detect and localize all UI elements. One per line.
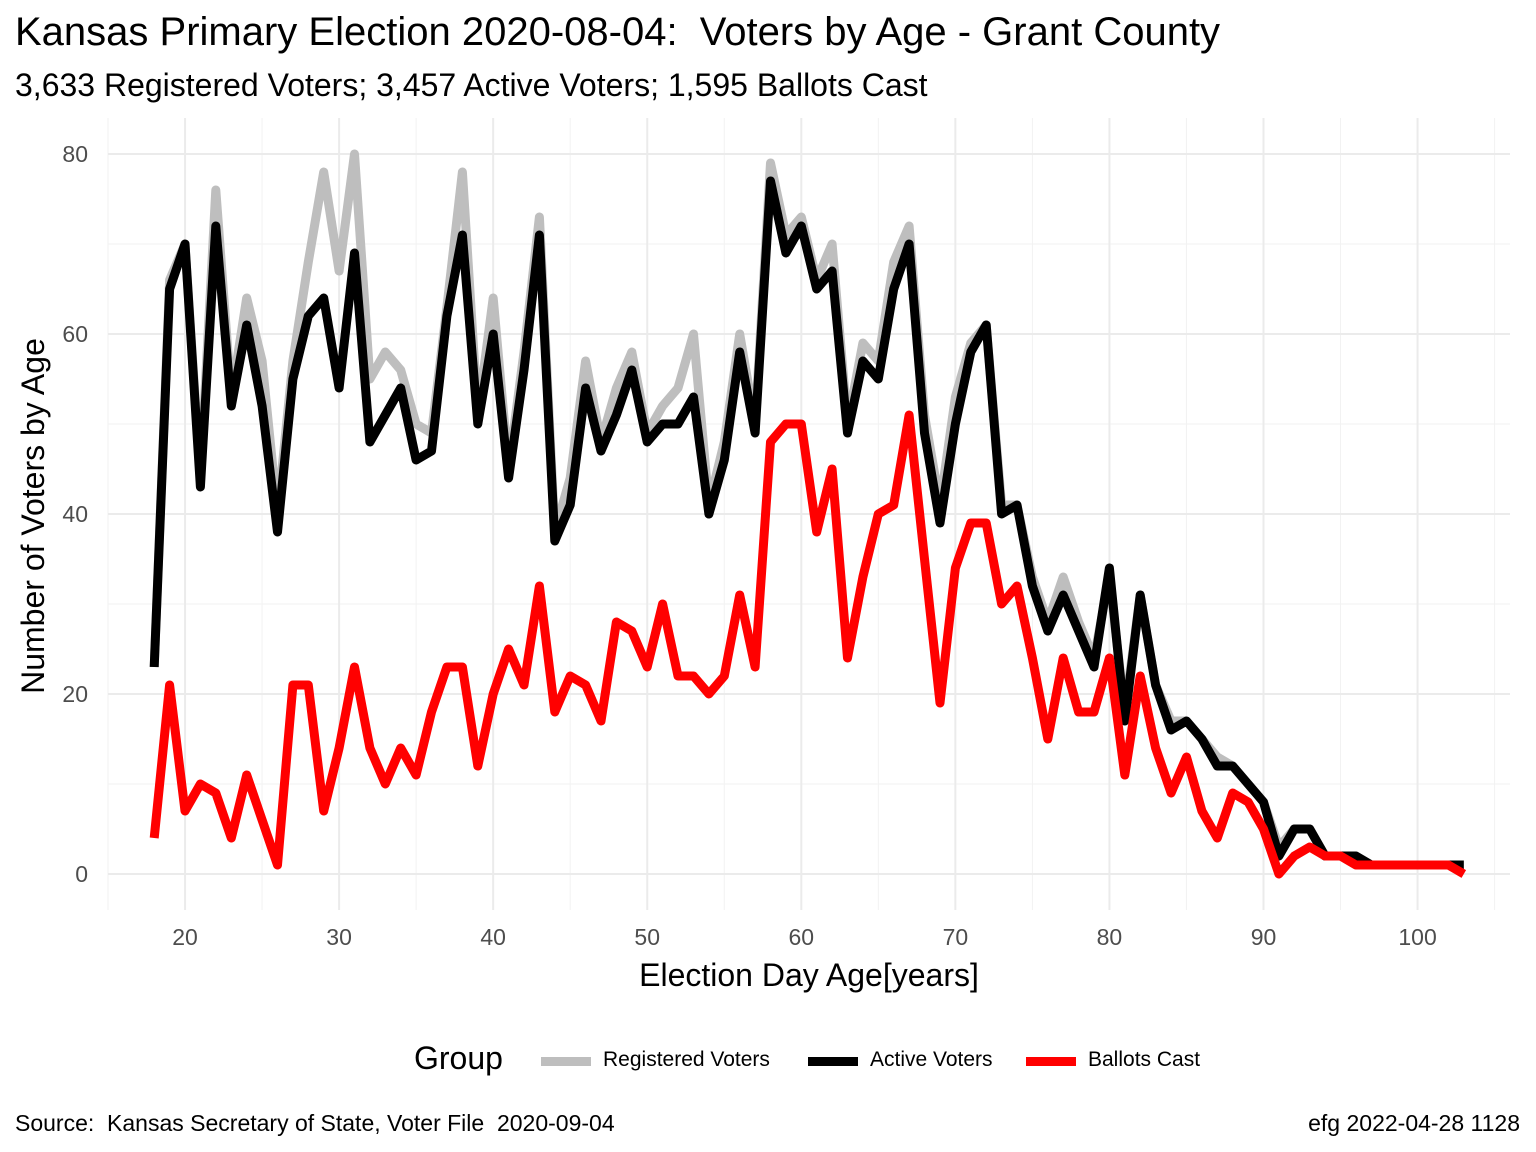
x-tick-label: 20 <box>172 924 198 950</box>
x-tick-label: 70 <box>943 924 969 950</box>
legend-label-active-voters: Active Voters <box>870 1048 993 1071</box>
legend-swatch-ballots-cast <box>1026 1057 1076 1066</box>
y-axis-ticks: 0 20 40 60 80 <box>62 141 88 887</box>
y-tick-label: 40 <box>62 501 88 527</box>
y-tick-label: 20 <box>62 681 88 707</box>
legend-title: Group <box>414 1040 503 1076</box>
legend-swatch-registered-voters <box>541 1057 591 1066</box>
x-tick-label: 60 <box>788 924 814 950</box>
legend-swatch-active-voters <box>808 1057 858 1066</box>
y-axis-title: Number of Voters by Age <box>15 338 51 694</box>
series-line-active-voters <box>149 176 1464 870</box>
source-caption: Source: Kansas Secretary of State, Voter… <box>15 1110 615 1136</box>
series-lines <box>149 149 1467 879</box>
x-tick-label: 90 <box>1251 924 1277 950</box>
x-axis-ticks: 20 30 40 50 60 70 80 90 100 <box>172 924 1437 950</box>
line-chart: 20 30 40 50 60 70 80 90 100 0 20 40 60 80 Election D… <box>15 118 1510 993</box>
y-tick-label: 60 <box>62 321 88 347</box>
chart-title: Kansas Primary Election 2020-08-04: Vote… <box>15 10 1221 54</box>
y-tick-label: 0 <box>75 861 88 887</box>
chart-subtitle: 3,633 Registered Voters; 3,457 Active Vo… <box>15 67 928 103</box>
legend-label-registered-voters: Registered Voters <box>603 1048 770 1071</box>
legend-label-ballots-cast: Ballots Cast <box>1088 1048 1201 1071</box>
x-tick-label: 40 <box>480 924 506 950</box>
x-tick-label: 50 <box>634 924 660 950</box>
x-axis-title: Election Day Age[years] <box>639 957 979 993</box>
legend: Group Registered Voters Active Voters Ba… <box>0 1036 1536 1086</box>
author-caption: efg 2022-04-28 1128 <box>1308 1110 1520 1136</box>
x-tick-label: 80 <box>1097 924 1123 950</box>
y-tick-label: 80 <box>62 141 88 167</box>
x-tick-label: 100 <box>1398 924 1436 950</box>
x-tick-label: 30 <box>326 924 352 950</box>
series-line-ballots-cast <box>149 410 1467 879</box>
